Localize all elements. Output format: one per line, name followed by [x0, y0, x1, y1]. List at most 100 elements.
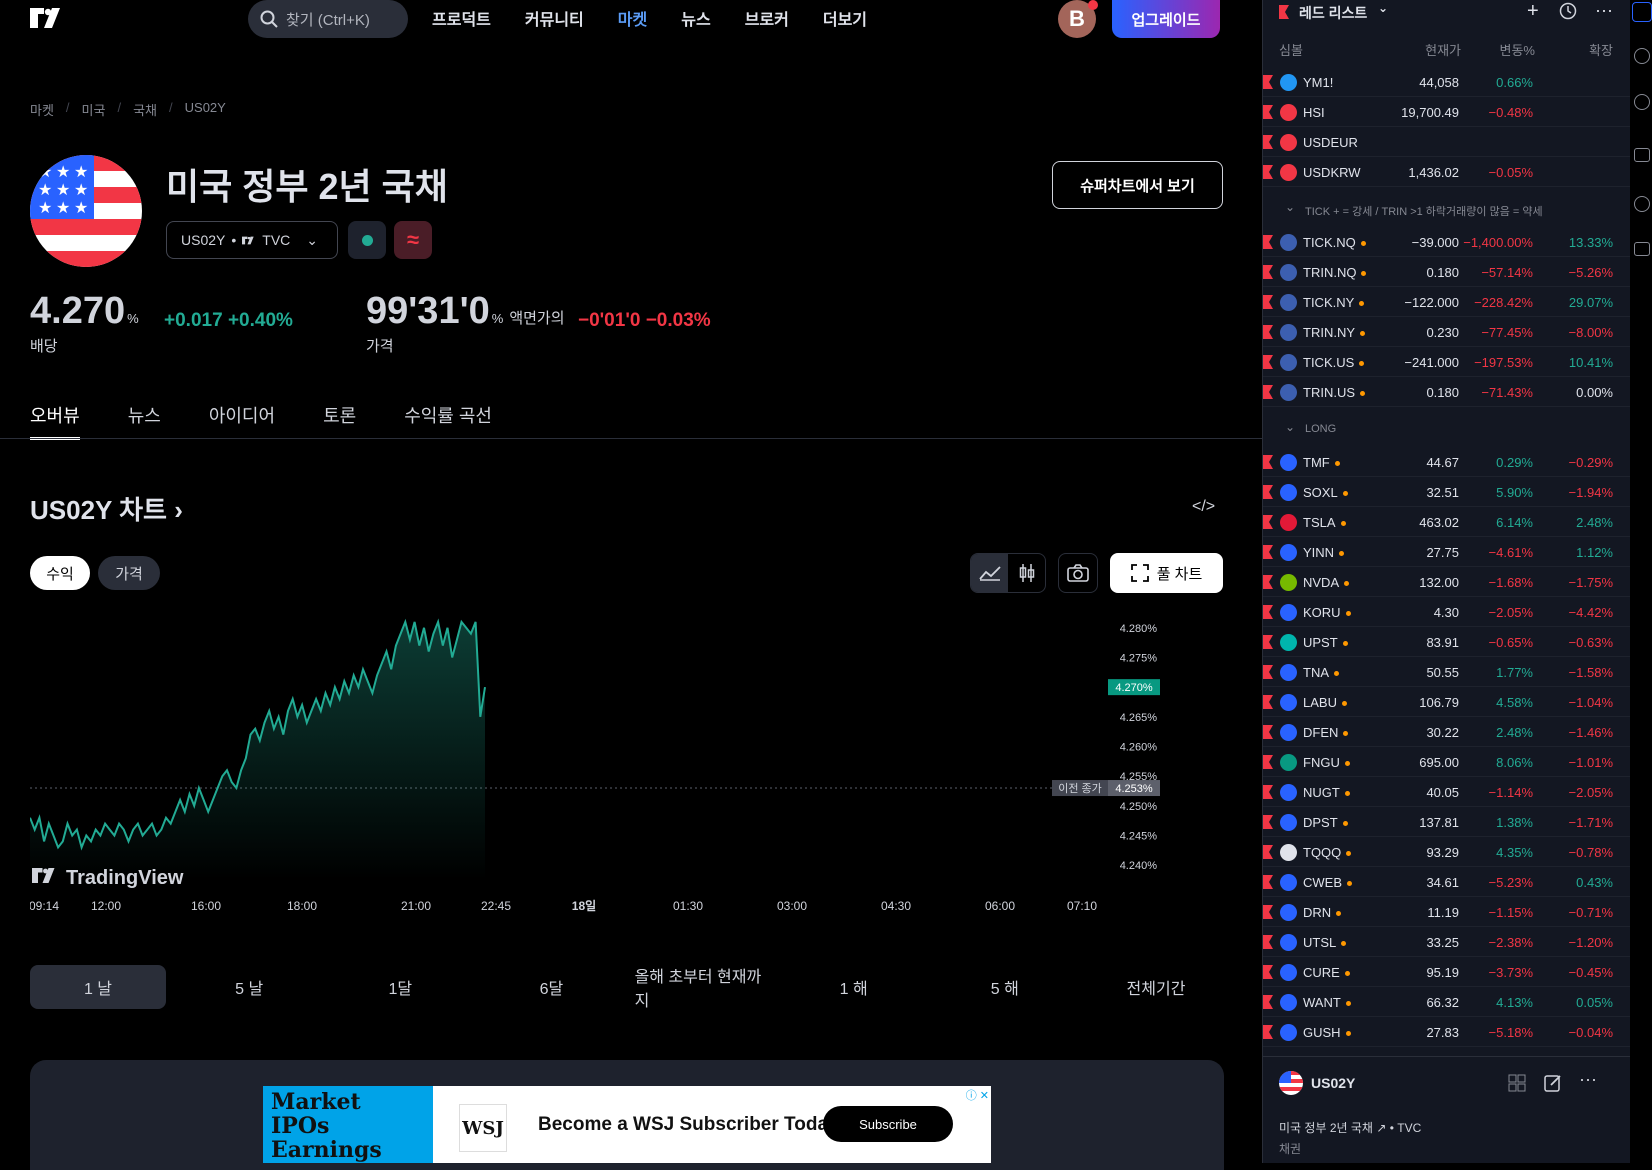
- column-header[interactable]: 확장: [1589, 40, 1613, 59]
- red-flag-icon[interactable]: [1263, 725, 1273, 739]
- chevron-down-icon[interactable]: ⌄: [1285, 200, 1295, 214]
- tab-0[interactable]: 오버뷰: [30, 402, 80, 440]
- red-flag-icon[interactable]: [1263, 995, 1273, 1009]
- nav-link-0[interactable]: 프로덕트: [432, 6, 491, 30]
- external-link-icon[interactable]: ↗: [1376, 1121, 1386, 1135]
- candlestick-icon[interactable]: [1008, 554, 1045, 592]
- watchlist-section-header[interactable]: ⌄TICK + = 강세 / TRIN >1 하락거래량이 많음 = 약세: [1263, 194, 1631, 224]
- market-status-button[interactable]: [348, 221, 386, 259]
- tab-2[interactable]: 아이디어: [209, 402, 275, 440]
- red-flag-icon[interactable]: [1263, 355, 1273, 369]
- embed-code-icon[interactable]: </>: [1192, 498, 1215, 516]
- range-button-7[interactable]: 전체기간: [1088, 965, 1224, 1009]
- breadcrumb-item[interactable]: 마켓: [30, 100, 54, 119]
- red-flag-icon[interactable]: [1263, 455, 1273, 469]
- column-header[interactable]: 현재가: [1425, 40, 1461, 59]
- data-window-icon[interactable]: [1634, 94, 1650, 110]
- nav-link-1[interactable]: 커뮤니티: [525, 6, 584, 30]
- watchlist-title[interactable]: 레드 리스트: [1299, 3, 1367, 23]
- red-flag-icon[interactable]: [1263, 635, 1273, 649]
- red-flag-icon[interactable]: [1263, 325, 1273, 339]
- red-flag-icon[interactable]: [1263, 295, 1273, 309]
- watchlist-row[interactable]: TICK.US−241.000−197.53%10.41%: [1263, 347, 1631, 377]
- alert-clock-icon[interactable]: [1634, 48, 1650, 64]
- red-flag-icon[interactable]: [1263, 755, 1273, 769]
- column-header[interactable]: 변동%: [1500, 40, 1535, 59]
- red-flag-icon[interactable]: [1263, 905, 1273, 919]
- range-button-1[interactable]: 5 날: [181, 965, 317, 1009]
- breadcrumb-item[interactable]: 국채: [133, 100, 157, 119]
- tab-1[interactable]: 뉴스: [128, 402, 161, 440]
- nav-link-5[interactable]: 더보기: [823, 6, 867, 30]
- red-flag-icon[interactable]: [1263, 485, 1273, 499]
- clock-icon[interactable]: [1559, 2, 1577, 23]
- red-flag-icon[interactable]: [1263, 545, 1273, 559]
- add-symbol-icon[interactable]: +: [1527, 0, 1539, 23]
- delayed-data-button[interactable]: ≈: [394, 221, 432, 259]
- range-button-6[interactable]: 5 해: [937, 965, 1073, 1009]
- upgrade-button[interactable]: 업그레이드: [1112, 0, 1220, 38]
- red-flag-icon[interactable]: [1263, 575, 1273, 589]
- range-button-0[interactable]: 1 날: [30, 965, 166, 1009]
- watchlist-row[interactable]: TICK.NY−122.000−228.42%29.07%: [1263, 287, 1631, 317]
- yield-chart[interactable]: 4.280%4.275%4.270%4.265%4.260%4.255%4.25…: [30, 600, 1224, 920]
- more-options-icon[interactable]: ···: [1595, 0, 1613, 21]
- red-flag-icon[interactable]: [1263, 935, 1273, 949]
- tab-3[interactable]: 토론: [323, 402, 356, 440]
- details-name[interactable]: 미국 정부 2년 국채: [1279, 1121, 1373, 1135]
- breadcrumb-item[interactable]: 미국: [82, 100, 106, 119]
- red-flag-icon[interactable]: [1263, 385, 1273, 399]
- grid-icon[interactable]: [1507, 1073, 1527, 1093]
- range-button-2[interactable]: 1달: [332, 965, 468, 1009]
- red-flag-icon[interactable]: [1263, 135, 1273, 149]
- red-flag-icon[interactable]: [1263, 665, 1273, 679]
- nav-link-2[interactable]: 마켓: [618, 6, 647, 30]
- column-header[interactable]: 심볼: [1279, 40, 1303, 59]
- symbol-exchange-selector[interactable]: US02Y • TVC ⌄: [166, 221, 338, 259]
- watchlist-toolbar-icon[interactable]: [1632, 2, 1652, 22]
- range-button-4[interactable]: 올해 초부터 현재까지: [635, 965, 771, 1009]
- broadcast-icon[interactable]: [1634, 196, 1650, 212]
- mode-yield-button[interactable]: 수익: [30, 556, 90, 590]
- open-superchart-button[interactable]: 슈퍼차트에서 보기: [1052, 161, 1223, 209]
- chevron-down-icon[interactable]: ⌄: [1285, 420, 1295, 434]
- range-button-3[interactable]: 6달: [483, 965, 619, 1009]
- watchlist-row[interactable]: TICK.NQ−39.000−1,400.00%13.33%: [1263, 227, 1631, 257]
- red-flag-icon[interactable]: [1263, 265, 1273, 279]
- ad-close-icon[interactable]: ⓘ ✕: [966, 1087, 989, 1103]
- nav-link-3[interactable]: 뉴스: [681, 6, 710, 30]
- details-symbol[interactable]: US02Y: [1311, 1075, 1355, 1091]
- nav-link-4[interactable]: 브로커: [745, 6, 789, 30]
- more-options-icon[interactable]: ···: [1579, 1069, 1597, 1090]
- watchlist-row[interactable]: USDEUR: [1263, 127, 1631, 157]
- red-flag-icon[interactable]: [1263, 75, 1273, 89]
- red-flag-icon[interactable]: [1263, 105, 1273, 119]
- red-flag-icon[interactable]: [1263, 815, 1273, 829]
- chat-icon[interactable]: [1634, 148, 1650, 162]
- red-flag-icon[interactable]: [1263, 965, 1273, 979]
- mode-price-button[interactable]: 가격: [98, 556, 160, 590]
- full-chart-button[interactable]: 풀 차트: [1110, 553, 1223, 593]
- red-flag-icon[interactable]: [1263, 605, 1273, 619]
